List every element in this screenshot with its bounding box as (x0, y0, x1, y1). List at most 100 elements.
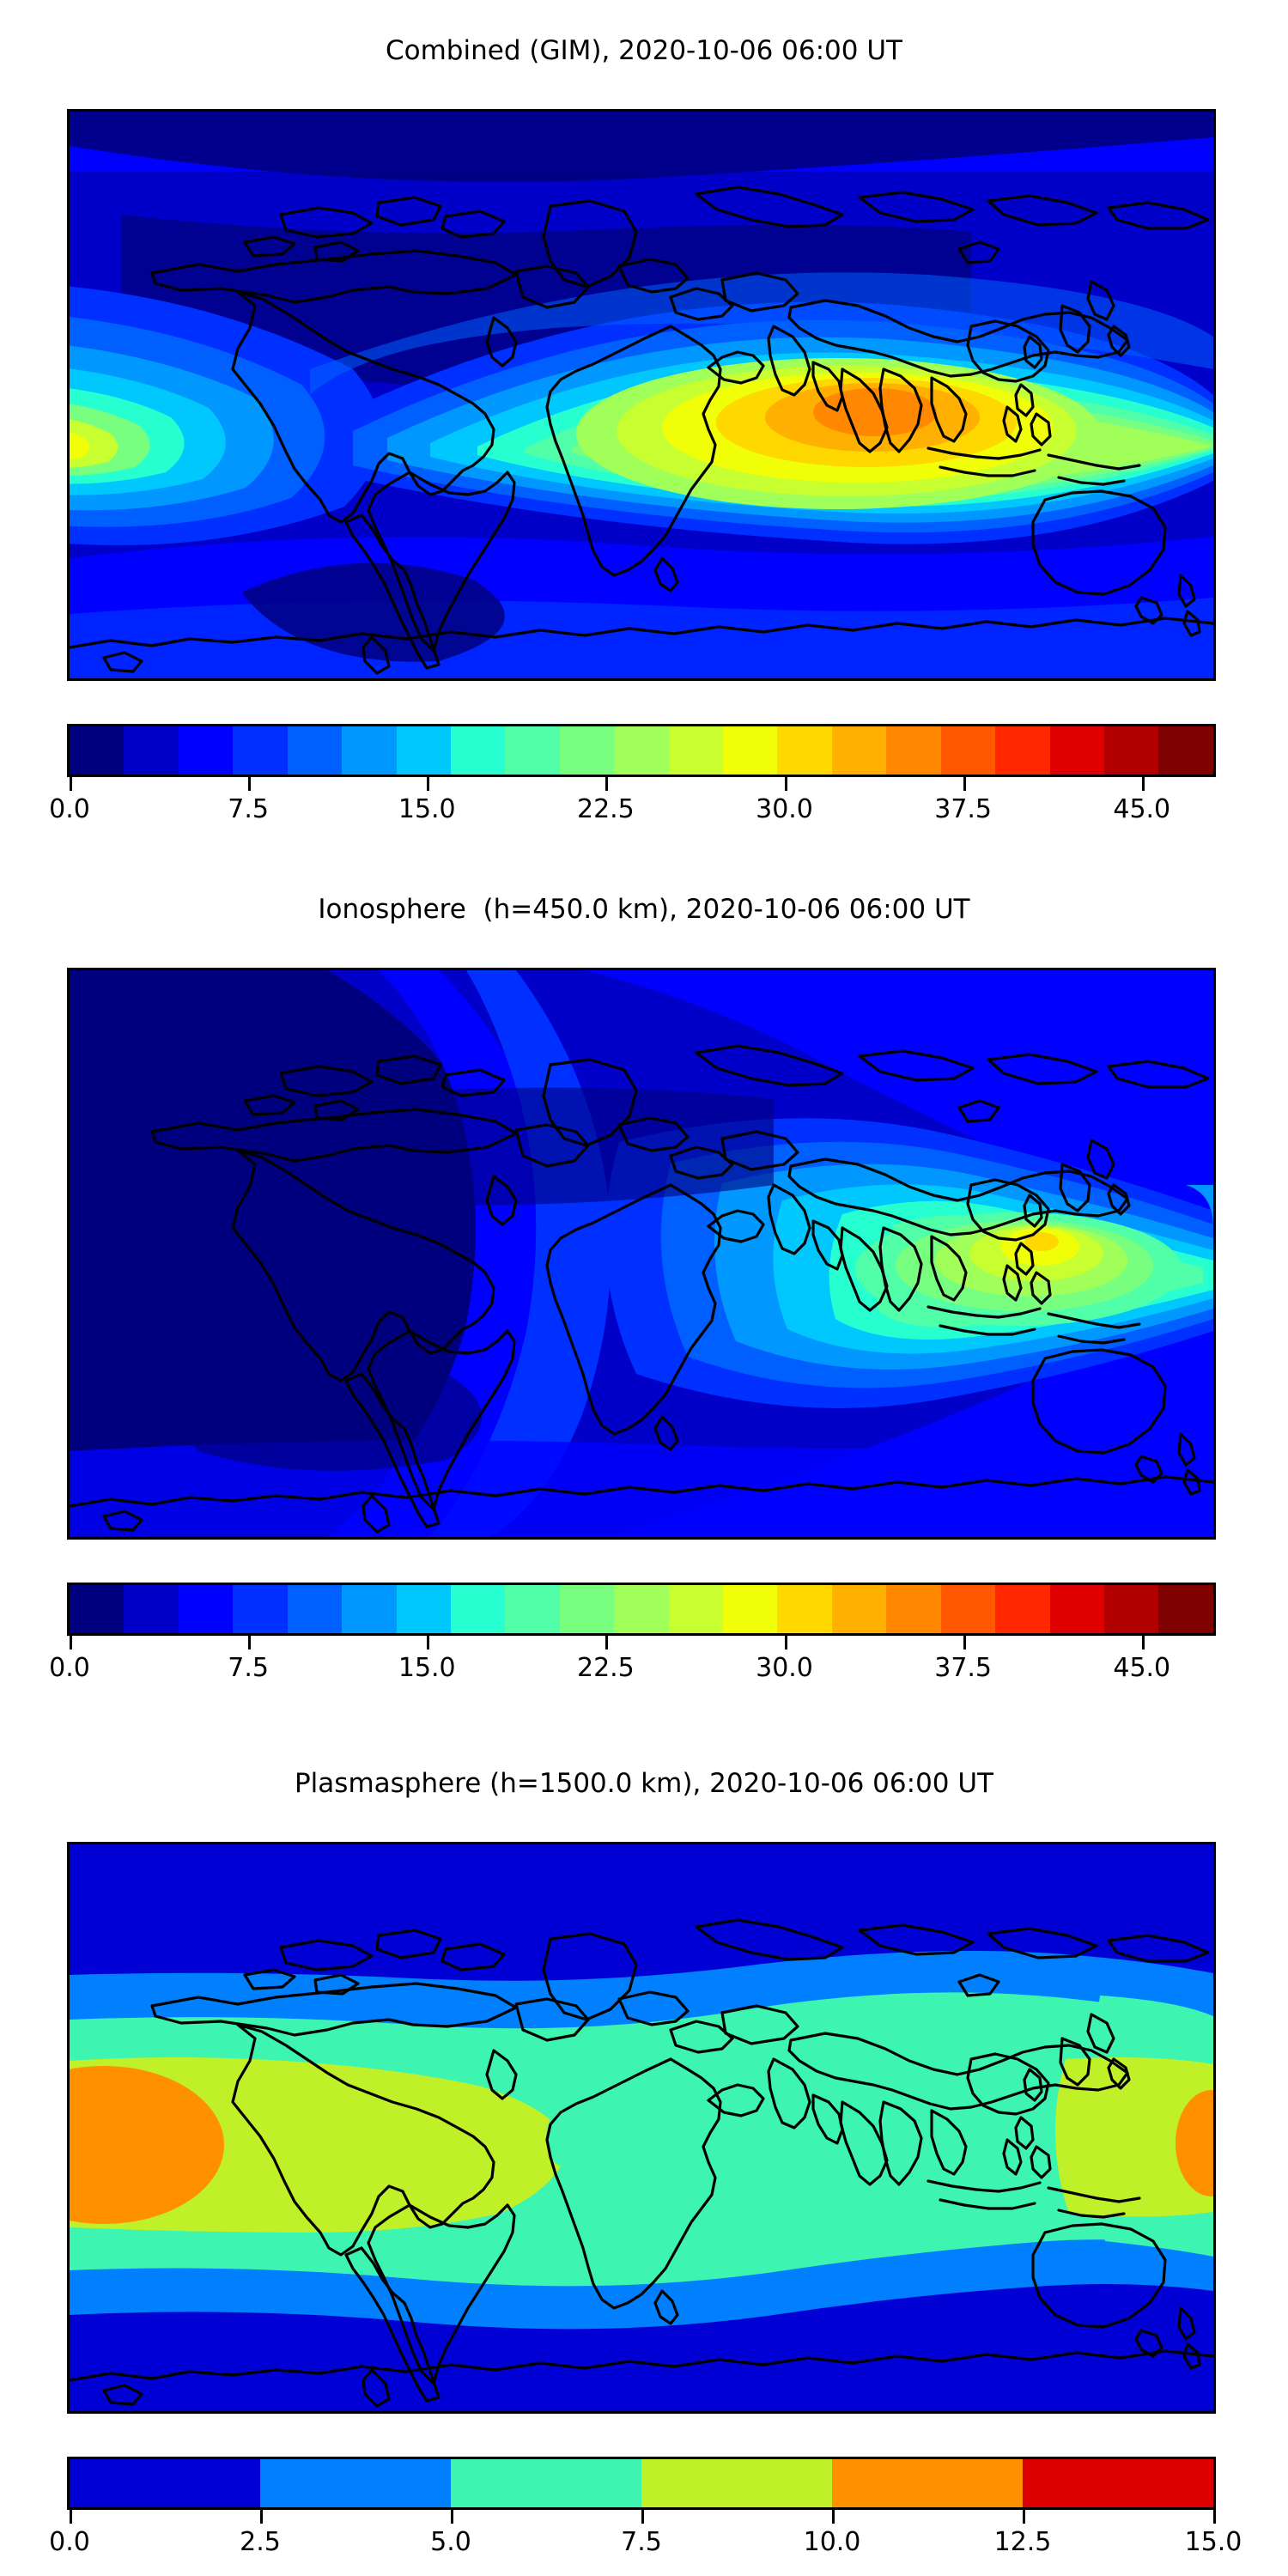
colorbar-segment (1049, 726, 1105, 775)
colorbar-segment (995, 726, 1050, 775)
colorbar-segment (1158, 1585, 1213, 1633)
colorbar-tick (1023, 2510, 1025, 2524)
colorbar-tick (963, 777, 966, 791)
colorbar-tick (70, 777, 72, 791)
colorbar-segment (1158, 726, 1213, 775)
colorbar-tick (605, 1636, 609, 1649)
colorbar-tick (427, 777, 430, 791)
colorbar-segment (124, 726, 179, 775)
colorbar-labels-ionosphere: 0.0 7.5 15.0 22.5 30.0 37.5 45.0 (49, 1651, 1216, 1687)
colorbar-tick-label: 7.5 (621, 2527, 662, 2557)
map-canvas-ionosphere (70, 970, 1213, 1537)
colorbar-segment (178, 726, 234, 775)
colorbar-tick (260, 2510, 263, 2524)
colorbar-tick (248, 777, 252, 791)
colorbar-tick-label: 15.0 (398, 1653, 456, 1683)
colorbar-segment (668, 1585, 724, 1633)
colorbar-tick (427, 1636, 430, 1649)
colorbar-segment (1104, 1585, 1159, 1633)
colorbar-segment (70, 2459, 260, 2507)
colorbar-tick-label: 45.0 (1113, 794, 1171, 824)
colorbar-segment (342, 726, 397, 775)
colorbar-segment (668, 726, 724, 775)
colorbar-segment (832, 2459, 1023, 2507)
colorbar-segment (559, 1585, 615, 1633)
colorbar-tick-label: 7.5 (228, 1653, 269, 1683)
colorbar-tick (832, 2510, 835, 2524)
colorbar-segment (178, 1585, 234, 1633)
colorbar-tick-label: 10.0 (803, 2527, 861, 2557)
colorbar-segment (995, 1585, 1050, 1633)
colorbar-segment (614, 726, 669, 775)
colorbar-segment (505, 726, 560, 775)
colorbar-segment (1023, 2459, 1213, 2507)
colorbar-ticks-plasmasphere (67, 2510, 1216, 2525)
colorbar-gradient-ionosphere[interactable] (67, 1583, 1216, 1636)
colorbar-tick-label: 37.5 (934, 794, 993, 824)
colorbar-segment (505, 1585, 560, 1633)
colorbar-segment (614, 1585, 669, 1633)
colorbar-segment (396, 726, 451, 775)
colorbar-tick (248, 1636, 252, 1649)
colorbar-tick-label: 30.0 (756, 1653, 813, 1683)
colorbar-tick-label: 12.5 (993, 2527, 1052, 2557)
colorbar-tick (963, 1636, 966, 1649)
colorbar-ticks-ionosphere (67, 1636, 1216, 1651)
colorbar-segment (777, 726, 832, 775)
colorbar-tick (70, 1636, 72, 1649)
colorbar-segment (723, 1585, 778, 1633)
map-combined (67, 109, 1216, 681)
colorbar-tick-label: 22.5 (576, 1653, 635, 1683)
map-canvas-combined (70, 112, 1213, 678)
colorbar-tick-label: 15.0 (398, 794, 456, 824)
colorbar-tick-label: 37.5 (934, 1653, 993, 1683)
colorbar-segment (450, 726, 506, 775)
colorbar-segment (559, 726, 615, 775)
colorbar-tick (784, 777, 787, 791)
colorbar-tick-label: 45.0 (1113, 1653, 1171, 1683)
colorbar-ionosphere: 0.0 7.5 15.0 22.5 30.0 37.5 45.0 (49, 1583, 1216, 1687)
colorbar-segment (342, 1585, 397, 1633)
contour-plot-ionosphere (70, 970, 1213, 1537)
colorbar-tick-label: 2.5 (240, 2527, 281, 2557)
colorbar-ticks-combined (67, 777, 1216, 793)
colorbar-segment (831, 726, 887, 775)
colorbar-tick (605, 777, 609, 791)
colorbar-segment (260, 2459, 451, 2507)
colorbar-tick-label: 30.0 (756, 794, 813, 824)
colorbar-tick-label: 22.5 (576, 794, 635, 824)
colorbar-tick (451, 2510, 453, 2524)
colorbar-segment (886, 1585, 941, 1633)
map-plasmasphere (67, 1842, 1216, 2414)
colorbar-gradient-combined[interactable] (67, 724, 1216, 777)
panel-title-plasmasphere: Plasmasphere (h=1500.0 km), 2020-10-06 0… (294, 1768, 993, 1799)
colorbar-segment (940, 726, 996, 775)
colorbar-tick (641, 2510, 644, 2524)
colorbar-tick-label: 15.0 (1184, 2527, 1242, 2557)
colorbar-labels-combined: 0.0 7.5 15.0 22.5 30.0 37.5 45.0 (49, 793, 1216, 829)
colorbar-tick (784, 1636, 787, 1649)
colorbar-tick-label: 5.0 (430, 2527, 471, 2557)
colorbar-segment (70, 726, 125, 775)
colorbar-segment (1104, 726, 1159, 775)
colorbar-segment (287, 726, 343, 775)
colorbar-segment (233, 726, 288, 775)
colorbar-segment (940, 1585, 996, 1633)
contour-plot-plasmasphere (70, 1844, 1213, 2411)
colorbar-segment (1049, 1585, 1105, 1633)
colorbar-tick (70, 2510, 72, 2524)
colorbar-segment (451, 2459, 641, 2507)
colorbar-segment (831, 1585, 887, 1633)
colorbar-tick (1213, 2510, 1216, 2524)
colorbar-gradient-plasmasphere[interactable] (67, 2457, 1216, 2510)
colorbar-segment (70, 1585, 125, 1633)
colorbar-labels-plasmasphere: 0.0 2.5 5.0 7.5 10.0 12.5 15.0 (49, 2525, 1242, 2561)
colorbar-segment (886, 726, 941, 775)
colorbar-tick (1141, 777, 1145, 791)
colorbar-tick-label: 0.0 (49, 794, 90, 824)
colorbar-segment (723, 726, 778, 775)
colorbar-tick-label: 7.5 (228, 794, 269, 824)
panel-title-ionosphere: Ionosphere (h=450.0 km), 2020-10-06 06:0… (318, 894, 970, 925)
map-canvas-plasmasphere (70, 1844, 1213, 2411)
colorbar-combined: 0.0 7.5 15.0 22.5 30.0 37.5 45.0 (49, 724, 1216, 829)
